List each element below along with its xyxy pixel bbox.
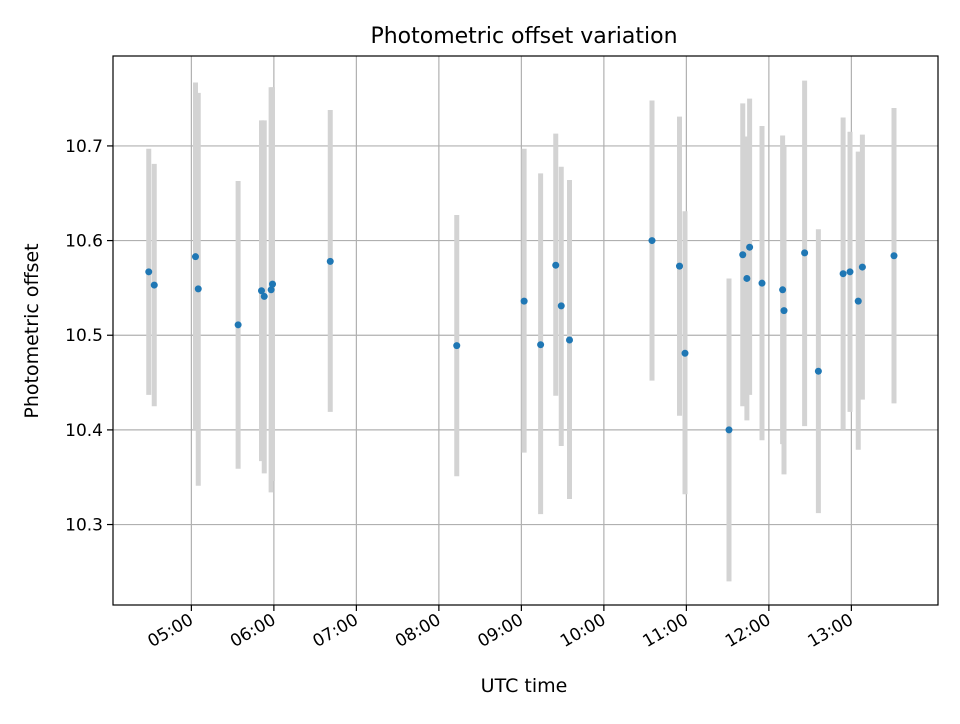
plot-frame (112, 55, 939, 606)
data-point (779, 286, 787, 294)
data-point (743, 274, 751, 282)
data-point (267, 286, 275, 294)
data-point (858, 263, 866, 271)
data-point (681, 349, 689, 357)
data-points (145, 237, 898, 434)
x-axis-label: UTC time (481, 675, 568, 697)
chart-title: Photometric offset variation (370, 24, 677, 49)
data-point (739, 251, 747, 259)
data-point (676, 262, 683, 270)
data-point (758, 279, 766, 287)
data-point (145, 268, 153, 276)
data-point (566, 336, 573, 344)
data-point (839, 270, 847, 278)
data-point (846, 268, 854, 276)
data-point (552, 261, 560, 269)
data-point (520, 297, 528, 305)
y-tick-label: 10.6 (65, 232, 103, 252)
y-tick-label: 10.5 (65, 326, 103, 346)
data-point (194, 285, 202, 293)
data-point (801, 249, 809, 257)
data-point (453, 342, 461, 350)
data-point (234, 321, 242, 329)
data-point (557, 302, 565, 310)
data-point (269, 280, 276, 288)
y-axis-label: Photometric offset (21, 243, 43, 418)
data-point (150, 281, 158, 289)
data-point (648, 237, 656, 245)
data-point (725, 426, 733, 434)
data-point (854, 297, 862, 305)
y-axis: 10.3 10.4 10.5 10.6 10.7 (65, 137, 113, 536)
data-point (258, 287, 265, 295)
data-point (326, 257, 334, 265)
data-point (814, 367, 822, 375)
data-point (746, 243, 754, 251)
data-point (890, 252, 898, 260)
y-tick-label: 10.3 (65, 516, 103, 536)
data-point (192, 253, 199, 261)
y-tick-label: 10.7 (65, 137, 103, 157)
data-point (260, 292, 268, 300)
data-point (537, 341, 545, 349)
data-point (780, 307, 788, 315)
y-tick-label: 10.4 (65, 421, 103, 441)
